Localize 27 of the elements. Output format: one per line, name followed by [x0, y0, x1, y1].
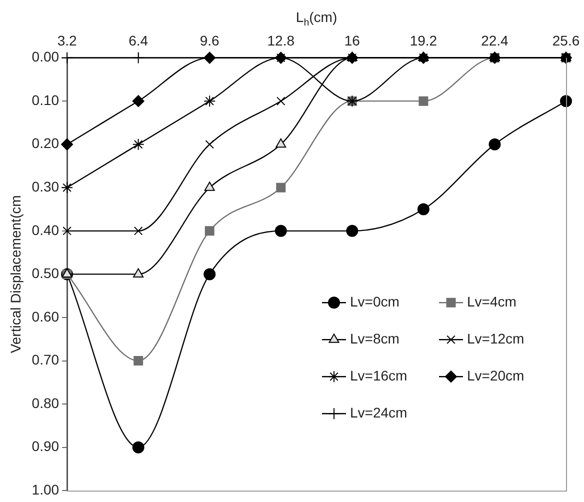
y-tick-label: 0.20	[32, 135, 60, 152]
y-tick-label: 0.80	[32, 394, 60, 411]
legend-label: Lv=20cm	[467, 367, 524, 384]
y-tick-label: 1.00	[32, 481, 60, 498]
y-axis-title: Vertical Displacement(cm	[7, 195, 24, 354]
legend-label: Lv=8cm	[350, 330, 400, 346]
x-tick-label: 22.4	[481, 32, 509, 48]
legend-label: Lv=4cm	[467, 293, 516, 310]
x-tick-label: 9.6	[200, 32, 220, 48]
y-tick-label: 0.10	[32, 92, 60, 108]
legend-label: Lv=0cm	[350, 293, 400, 310]
y-tick-label: 0.30	[32, 178, 60, 194]
legend-label: Lv=16cm	[350, 367, 408, 384]
y-tick-label: 0.50	[32, 265, 60, 282]
y-tick-label: 0.90	[32, 438, 60, 454]
x-tick-label: 16	[344, 32, 360, 48]
y-tick-label: 0.70	[32, 352, 60, 368]
x-tick-label: 19.2	[410, 32, 438, 48]
x-tick-label: 25.6	[552, 32, 580, 48]
x-tick-label: 3.2	[57, 32, 77, 48]
x-tick-label: 6.4	[128, 32, 148, 48]
x-tick-label: 12.8	[267, 32, 295, 48]
y-tick-label: 0.40	[32, 222, 60, 238]
legend-label: Lv=24cm	[350, 404, 408, 420]
legend-label: Lv=12cm	[467, 330, 524, 346]
y-tick-label: 0.00	[32, 48, 60, 65]
y-tick-label: 0.60	[32, 308, 60, 324]
